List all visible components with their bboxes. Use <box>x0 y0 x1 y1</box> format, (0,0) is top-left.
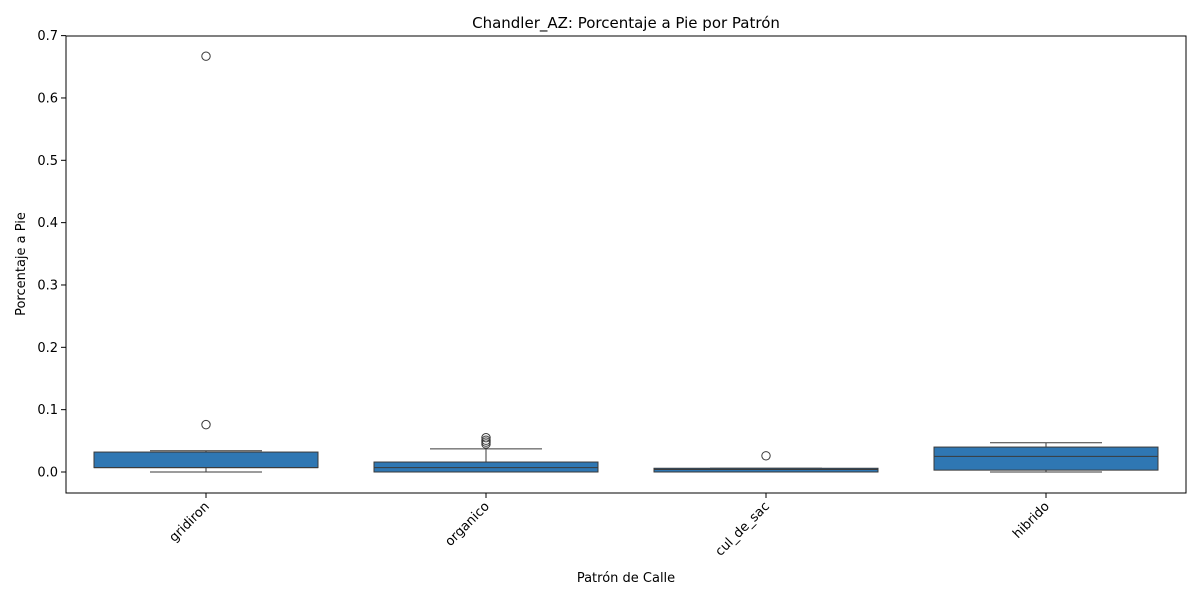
outlier-point <box>761 451 771 461</box>
y-tick-label: 0.4 <box>37 216 58 231</box>
plot-frame <box>65 35 1187 494</box>
x-tick-label: cul_de_sac <box>713 499 773 559</box>
x-tick-label: organico <box>442 499 492 549</box>
y-tick-label: 0.2 <box>37 341 58 356</box>
y-tick-label: 0.1 <box>37 403 58 418</box>
x-axis-label: Patrón de Calle <box>577 571 675 586</box>
y-tick-label: 0.6 <box>37 91 58 106</box>
x-tick-label: hibrido <box>1010 499 1053 542</box>
box-cul_de_sac <box>653 467 879 473</box>
y-axis-label: Porcentaje a Pie <box>14 212 29 316</box>
y-tick-label: 0.7 <box>37 29 58 44</box>
y-tick-label: 0.0 <box>37 466 58 481</box>
outlier-point <box>481 435 491 445</box>
y-tick-label: 0.5 <box>37 154 58 169</box>
y-tick-label: 0.3 <box>37 278 58 293</box>
outlier-point <box>201 51 211 61</box>
box-hibrido <box>933 446 1159 471</box>
chart-title: Chandler_AZ: Porcentaje a Pie por Patrón <box>472 14 780 33</box>
outlier-point <box>201 419 211 430</box>
outlier-point <box>481 433 491 443</box>
plot-area: 0.0 0.1 0.2 0.3 0.4 0.5 0.6 0.7 gridiron organico… <box>37 29 1159 559</box>
box-organico <box>373 461 599 473</box>
x-tick-label: gridiron <box>167 499 213 545</box>
box-gridiron <box>93 451 319 469</box>
